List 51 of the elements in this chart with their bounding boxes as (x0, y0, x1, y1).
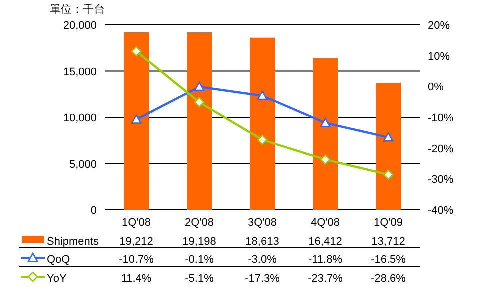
y-tick-label: 0 (90, 205, 97, 217)
point (194, 97, 205, 108)
x-tick-label: 1Q'08 (122, 217, 152, 229)
x-tick-label: 1Q'09 (374, 217, 404, 229)
data-label: 19,198 (182, 236, 216, 248)
point (383, 170, 394, 180)
data-label: -17.3% (245, 273, 280, 285)
x-tick-label: 4Q'08 (310, 217, 340, 229)
legend-label: Shipments (47, 236, 100, 248)
bar (250, 38, 275, 210)
point (257, 90, 268, 100)
data-label: -23.7% (308, 273, 344, 285)
data-label: 16,412 (308, 236, 342, 248)
y2-tick-label: 20% (428, 20, 450, 32)
point (383, 132, 394, 142)
y-tick-label: 15,000 (63, 66, 97, 78)
point (194, 82, 205, 92)
data-label: 11.4% (121, 273, 152, 285)
x-tick-label: 3Q'08 (248, 217, 278, 229)
data-label: -11.8% (308, 254, 343, 266)
data-label: -10.7% (119, 254, 154, 266)
legend-label: QoQ (47, 254, 71, 266)
point (131, 114, 142, 124)
y-axis-title: 單位：千台 (50, 3, 105, 16)
point (131, 46, 142, 57)
y2-tick-label: -10% (428, 112, 454, 124)
y-tick-label: 5,000 (69, 158, 97, 171)
y2-tick-label: 0% (428, 82, 444, 94)
y-tick-label: 10,000 (63, 112, 97, 124)
point (320, 118, 331, 128)
data-label: -28.6% (371, 273, 406, 285)
data-label: -3.0% (248, 254, 278, 266)
bar (313, 58, 338, 210)
bar (376, 83, 401, 210)
y-tick-label: 20,000 (63, 20, 97, 32)
point (320, 154, 331, 165)
point (257, 134, 268, 146)
bar (187, 32, 212, 210)
data-label: -5.1% (185, 273, 214, 285)
data-label: 19,212 (120, 236, 154, 248)
data-label: -0.1% (185, 254, 214, 266)
y2-tick-label: -20% (428, 143, 454, 156)
y2-tick-label: -40% (428, 205, 454, 217)
bar (124, 32, 149, 210)
legend-label: YoY (47, 273, 68, 285)
data-label: 13,712 (372, 236, 406, 248)
y2-tick-label: -30% (428, 174, 454, 186)
y2-tick-label: 10% (428, 50, 450, 63)
data-label: -16.5% (371, 254, 406, 266)
x-tick-label: 2Q'08 (184, 217, 214, 229)
data-label: 18,613 (246, 236, 280, 248)
